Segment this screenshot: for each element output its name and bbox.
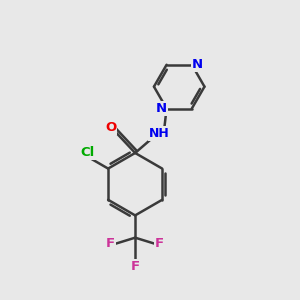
Text: N: N <box>156 102 167 115</box>
Text: F: F <box>155 237 164 250</box>
Text: Cl: Cl <box>80 146 94 159</box>
Text: F: F <box>106 237 115 250</box>
Text: F: F <box>130 260 140 273</box>
Text: NH: NH <box>148 127 169 140</box>
Text: N: N <box>192 58 203 71</box>
Text: O: O <box>105 121 116 134</box>
